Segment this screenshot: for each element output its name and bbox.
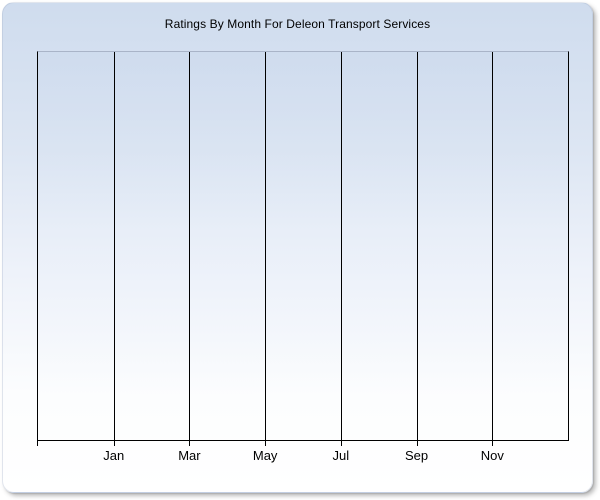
- x-axis-label: May: [252, 448, 278, 463]
- chart-title: Ratings By Month For Deleon Transport Se…: [164, 17, 431, 31]
- x-axis-label: Mar: [178, 448, 201, 463]
- x-axis-tick: [265, 441, 267, 446]
- x-axis-tick: [189, 441, 191, 446]
- x-axis-tick: [37, 441, 38, 446]
- x-gridline: [340, 52, 342, 441]
- x-axis-tick: [113, 441, 115, 446]
- x-axis-label: Nov: [480, 448, 504, 463]
- x-axis-label: Sep: [404, 448, 429, 463]
- plot-area: Jan Mar May Jul Sep Nov: [37, 51, 569, 463]
- x-gridline: [265, 52, 267, 441]
- x-axis-line: [37, 440, 569, 441]
- x-axis-label: Jul: [332, 448, 350, 463]
- chart-panel: Ratings By Month For Deleon Transport Se…: [2, 2, 593, 493]
- x-gridline: [492, 52, 494, 441]
- x-gridline: [416, 52, 418, 441]
- x-axis-tick: [492, 441, 494, 446]
- x-gridline: [189, 52, 191, 441]
- x-axis-tick: [416, 441, 418, 446]
- x-axis-tick: [340, 441, 342, 446]
- x-gridline: [113, 52, 115, 441]
- x-axis-label: Jan: [103, 448, 125, 463]
